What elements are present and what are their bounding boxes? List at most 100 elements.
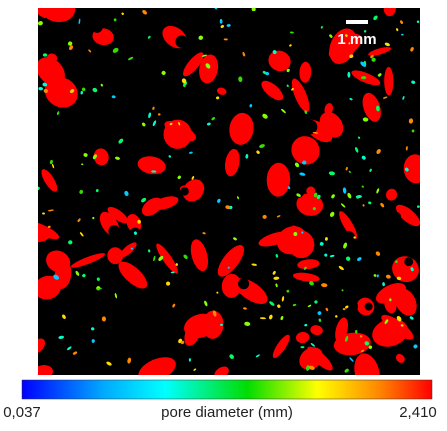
small-pore: [188, 151, 193, 154]
small-pore: [345, 34, 348, 37]
small-pore: [211, 117, 216, 121]
small-pore: [68, 41, 73, 46]
small-pore: [404, 167, 409, 172]
small-pore: [293, 231, 298, 236]
large-pore: [339, 211, 358, 240]
small-pore: [114, 156, 120, 160]
small-pore: [329, 211, 335, 217]
small-pore: [348, 42, 351, 45]
small-pore: [344, 368, 349, 373]
small-pore: [416, 20, 420, 23]
small-pore: [68, 45, 74, 51]
large-pore: [385, 188, 398, 201]
small-pore: [177, 175, 181, 180]
small-pore: [181, 78, 187, 84]
small-pore: [356, 196, 360, 199]
small-pore: [307, 304, 312, 308]
large-pore: [396, 204, 420, 227]
large-pore: [221, 273, 242, 298]
large-pore: [299, 61, 312, 83]
colorbar-max-label: 2,410: [399, 404, 437, 421]
colorbar-title: pore diameter (mm): [161, 404, 293, 421]
small-pore: [178, 121, 181, 126]
small-pore: [321, 283, 328, 288]
large-pore: [395, 353, 405, 363]
large-pore: [182, 179, 205, 202]
small-pore: [90, 327, 95, 331]
large-pore: [156, 243, 178, 274]
small-pore: [331, 194, 335, 199]
pore-hole: [320, 290, 332, 302]
small-pore: [349, 97, 353, 101]
pore-hole: [238, 278, 250, 290]
pore-hole: [302, 119, 318, 135]
large-pore: [137, 156, 166, 175]
pore-hole: [302, 286, 312, 296]
small-pore: [157, 113, 161, 116]
small-pore: [151, 170, 157, 173]
large-pore: [119, 242, 137, 258]
scale-bar-label: 1 mm: [337, 31, 376, 48]
small-pore: [166, 281, 171, 286]
small-pore: [409, 316, 414, 320]
small-pore: [259, 144, 265, 148]
large-pore: [362, 92, 381, 122]
small-pore: [262, 214, 267, 219]
small-pore: [373, 15, 378, 21]
large-pore: [291, 78, 310, 113]
small-pore: [82, 273, 86, 278]
small-pore: [273, 276, 280, 280]
small-pore: [277, 304, 281, 308]
small-pore: [212, 310, 217, 317]
small-pore: [49, 159, 53, 165]
small-pore: [96, 287, 102, 290]
small-pore: [68, 240, 73, 245]
small-pore: [347, 192, 352, 199]
small-pore: [400, 20, 403, 25]
small-pore: [226, 24, 231, 27]
small-pore: [342, 307, 346, 311]
small-pore: [373, 274, 377, 277]
small-pore: [361, 76, 367, 80]
small-pore: [225, 205, 231, 210]
small-pore: [141, 197, 147, 203]
small-pore: [272, 50, 277, 55]
small-pore: [137, 219, 141, 224]
small-pore: [81, 163, 84, 166]
small-pore: [243, 307, 247, 310]
large-pore: [38, 275, 62, 300]
small-pore: [347, 71, 351, 78]
small-pore: [215, 96, 220, 100]
small-pore: [42, 53, 48, 57]
large-pore: [394, 288, 417, 316]
small-pore: [216, 291, 219, 294]
small-pore: [349, 54, 354, 58]
small-pore: [168, 155, 172, 158]
small-pore: [314, 300, 318, 304]
small-pore: [309, 281, 314, 286]
small-pore: [416, 205, 420, 208]
small-pore: [368, 345, 373, 349]
small-pore: [353, 236, 356, 239]
pore-hole: [342, 172, 357, 187]
small-pore: [141, 122, 146, 127]
small-pore: [357, 136, 361, 139]
small-pore: [291, 87, 294, 91]
small-pore: [127, 357, 132, 364]
small-pore: [133, 231, 137, 235]
small-pore: [281, 108, 286, 114]
large-pore: [292, 272, 320, 282]
large-pore: [165, 124, 182, 145]
large-pore: [266, 162, 291, 197]
small-pore: [396, 276, 402, 281]
small-pore: [193, 368, 197, 371]
small-pore: [38, 86, 44, 91]
small-pore: [343, 242, 348, 249]
small-pore: [335, 315, 338, 318]
small-pore: [380, 202, 385, 208]
small-pore: [275, 254, 279, 258]
large-pore: [118, 261, 148, 289]
small-pore: [413, 344, 418, 349]
small-pore: [219, 18, 223, 24]
